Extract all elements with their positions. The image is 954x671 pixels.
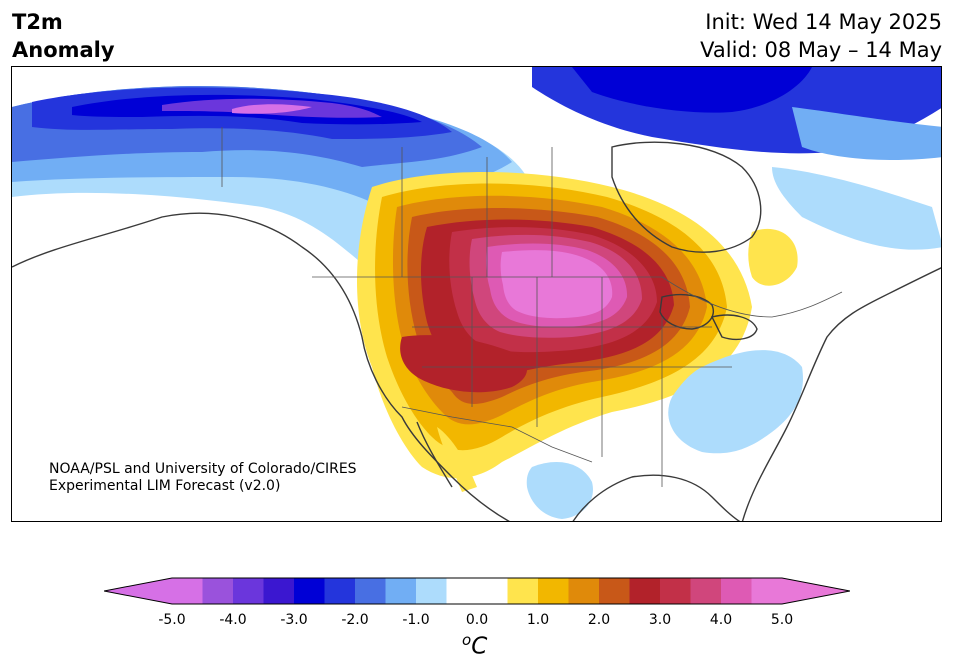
credit-line-2: Experimental LIM Forecast (v2.0): [49, 478, 281, 494]
colorbar-tick-label: -4.0: [219, 612, 247, 628]
colorbar-outline: [104, 577, 850, 605]
colorbar-unit: oC: [462, 631, 487, 660]
title-line-2: Anomaly: [12, 38, 115, 62]
cold-band-quebec: [772, 167, 941, 250]
colorbar-tick-label: 3.0: [648, 612, 672, 628]
colorbar-swatch: [629, 578, 661, 604]
colorbar-tick-label: -1.0: [402, 612, 430, 628]
colorbar-swatch: [538, 578, 570, 604]
colorbar-swatch: [690, 578, 722, 604]
valid-date: Valid: 08 May – 14 May: [700, 38, 942, 62]
date-info: Init: Wed 14 May 2025 Valid: 08 May – 14…: [700, 8, 942, 64]
great-lakes-2: [710, 314, 758, 341]
gulf-coast: [572, 474, 741, 521]
colorbar-under-triangle: [104, 578, 172, 604]
us-mexico-border: [401, 406, 593, 463]
cool-anomaly-southeast: [526, 350, 803, 519]
colorbar-swatch: [568, 578, 600, 604]
colorbar-tick-label: -2.0: [341, 612, 369, 628]
colorbar-swatch: [202, 578, 234, 604]
colorbar-swatch: [477, 578, 509, 604]
colorbar-swatch: [355, 578, 387, 604]
cool-patch-east: [668, 350, 803, 454]
colorbar-swatch: [721, 578, 753, 604]
cold-band-arctic-east-light: [792, 107, 941, 160]
colorbar-tick-label: 2.0: [587, 612, 611, 628]
cold-band-arctic-east-deep: [572, 67, 812, 113]
unit-degree: o: [462, 631, 472, 649]
colorbar-swatch: [172, 578, 204, 604]
colorbar-swatch: [751, 578, 783, 604]
east-coast: [741, 267, 941, 521]
cold-band-6: [232, 104, 312, 114]
colorbar-tick-label: 5.0: [770, 612, 794, 628]
map-title: T2m Anomaly: [12, 8, 115, 64]
canada-us-border: [312, 276, 843, 318]
warm-band-9: [500, 250, 613, 319]
credit-text: NOAA/PSL and University of Colorado/CIRE…: [49, 461, 357, 495]
colorbar-swatch: [416, 578, 448, 604]
title-line-1: T2m: [12, 10, 63, 34]
warm-band-baja: [437, 427, 477, 492]
anomaly-map: [11, 66, 942, 522]
coastlines: [12, 141, 941, 521]
colorbar-over-triangle: [782, 578, 850, 604]
colorbar-swatch: [507, 578, 539, 604]
colorbar-swatch: [233, 578, 265, 604]
colorbar-swatch: [294, 578, 326, 604]
colorbar-tick-label: -5.0: [158, 612, 186, 628]
colorbar-tick-label: 1.0: [526, 612, 550, 628]
cool-patch-mexico: [526, 462, 593, 519]
colorbar-tick-label: 0.0: [465, 612, 489, 628]
colorbar-swatch: [385, 578, 417, 604]
warm-anomaly-region: [357, 172, 798, 492]
map-canvas: [12, 67, 941, 521]
borders: [221, 127, 843, 487]
colorbar-ticks: -5.0 -4.0 -3.0 -2.0 -1.0 0.0 1.0 2.0 3.0 4.0 5.0: [0, 612, 954, 632]
colorbar-swatch: [599, 578, 631, 604]
hudson-bay: [611, 141, 762, 253]
colorbar-tick-label: -3.0: [280, 612, 308, 628]
great-lakes: [659, 293, 714, 330]
credit-line-1: NOAA/PSL and University of Colorado/CIRE…: [49, 461, 357, 477]
init-date: Init: Wed 14 May 2025: [705, 10, 942, 34]
colorbar-swatch: [324, 578, 356, 604]
colorbar-swatch: [263, 578, 295, 604]
colorbar-swatch: [660, 578, 692, 604]
warm-band-southwest: [400, 335, 527, 393]
baja-coast: [416, 421, 453, 488]
colorbar-swatch: [446, 578, 478, 604]
west-coast: [12, 212, 510, 521]
colorbar-tick-label: 4.0: [709, 612, 733, 628]
unit-letter: C: [471, 633, 488, 660]
colorbar: [104, 577, 850, 605]
warm-band-quebec: [748, 228, 798, 286]
